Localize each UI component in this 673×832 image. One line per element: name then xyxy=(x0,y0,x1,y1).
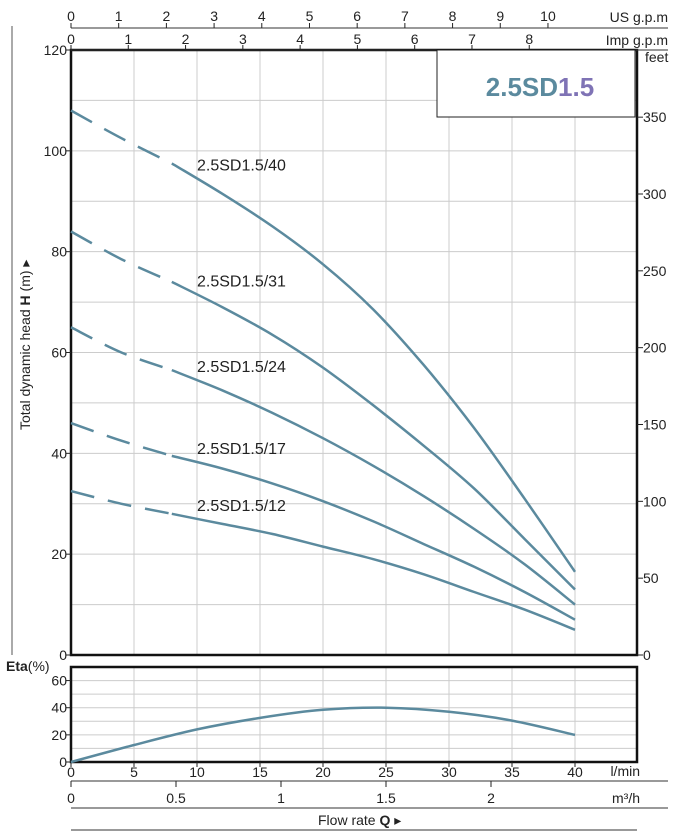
head-curve-dashed xyxy=(70,326,173,372)
imp-gpm-tick-label: 0 xyxy=(67,31,75,47)
lmin-tick-label: 35 xyxy=(504,764,520,780)
feet-tick-label: 100 xyxy=(643,493,667,509)
feet-tick-label: 300 xyxy=(643,186,667,202)
head-tick-label: 20 xyxy=(51,546,67,562)
eta-axis-title-unit: (%) xyxy=(28,658,50,674)
lmin-tick-label: 10 xyxy=(189,764,205,780)
feet-tick-label: 350 xyxy=(643,109,667,125)
feet-tick-label: 50 xyxy=(643,570,659,586)
head-tick-label: 120 xyxy=(44,42,68,58)
head-axis-title-unit: (m) xyxy=(17,270,33,291)
us-gpm-tick-label: 10 xyxy=(540,8,556,24)
head-curve-dashed xyxy=(70,109,173,165)
head-curve-dashed xyxy=(70,421,173,458)
imp-gpm-tick-label: 7 xyxy=(468,31,476,47)
us-gpm-tick-label: 2 xyxy=(162,8,170,24)
head-tick-label: 60 xyxy=(51,345,67,361)
flow-rate-title: Flow rate Q ▸ xyxy=(318,812,401,828)
eta-tick-label: 60 xyxy=(51,673,67,689)
head-curve-dashed xyxy=(70,489,173,516)
imp-gpm-tick-label: 4 xyxy=(296,31,304,47)
lmin-tick-label: 25 xyxy=(378,764,394,780)
us-gpm-tick-label: 5 xyxy=(306,8,314,24)
imp-gpm-tick-label: 8 xyxy=(525,31,533,47)
lmin-tick-label: 40 xyxy=(567,764,583,780)
us-gpm-unit: US g.p.m xyxy=(610,9,668,25)
us-gpm-tick-label: 0 xyxy=(67,8,75,24)
eta-axis-title-symbol: Eta xyxy=(6,658,28,674)
curve-label-layer: 2.5SD1.5/40 2.5SD1.5/31 2.5SD1.5/24 2.5SD1.… xyxy=(197,158,286,515)
model-badge-text: 2.5SD1.5 xyxy=(486,72,594,102)
head-tick-label: 80 xyxy=(51,244,67,260)
curve-label: 2.5SD1.5/40 xyxy=(197,158,286,175)
model-badge-accent: 1.5 xyxy=(558,72,594,102)
head-curve xyxy=(171,368,576,606)
head-axis-title-symbol: H xyxy=(17,295,33,305)
eta-tick-label: 40 xyxy=(51,700,67,716)
curve-layer xyxy=(70,109,577,764)
m3h-tick-label: 2 xyxy=(487,790,495,806)
lmin-tick-label: 20 xyxy=(315,764,331,780)
imp-gpm-tick-label: 3 xyxy=(239,31,247,47)
m3h-tick-label: 1 xyxy=(277,790,285,806)
head-curve xyxy=(171,512,576,631)
imp-gpm-tick-label: 1 xyxy=(124,31,132,47)
m3h-tick-label: 0.5 xyxy=(166,790,186,806)
lmin-tick-label: 15 xyxy=(252,764,268,780)
us-gpm-tick-label: 1 xyxy=(115,8,123,24)
us-gpm-tick-label: 4 xyxy=(258,8,266,24)
head-tick-label: 0 xyxy=(59,647,67,663)
efficiency-curve xyxy=(70,706,576,764)
us-gpm-tick-label: 7 xyxy=(401,8,409,24)
eta-tick-label: 0 xyxy=(59,754,67,770)
lmin-tick-label: 30 xyxy=(441,764,457,780)
flow-rate-title-symbol: Q xyxy=(379,812,390,828)
imp-gpm-tick-label: 6 xyxy=(411,31,419,47)
head-tick-label: 100 xyxy=(44,143,68,159)
imp-gpm-tick-label: 2 xyxy=(182,31,190,47)
head-curve xyxy=(171,162,577,573)
curve-label: 2.5SD1.5/17 xyxy=(197,441,286,458)
curve-label: 2.5SD1.5/31 xyxy=(197,274,286,291)
lmin-tick-label: 5 xyxy=(130,764,138,780)
head-curve xyxy=(171,280,576,591)
model-badge-main: 2.5SD xyxy=(486,72,558,102)
feet-tick-label: 150 xyxy=(643,416,667,432)
eta-tick-label: 20 xyxy=(51,727,67,743)
flow-rate-title-text: Flow rate xyxy=(318,812,376,828)
head-axis-title: Total dynamic head H (m) ▸ xyxy=(17,260,33,430)
model-badge-box xyxy=(436,49,636,118)
head-tick-label: 40 xyxy=(51,445,67,461)
m3h-tick-label: 1.5 xyxy=(376,790,396,806)
eta-axis-title: Eta(%) xyxy=(6,658,50,674)
head-axis-title-prefix: Total dynamic head xyxy=(17,309,33,430)
m3h-tick-label: 0 xyxy=(67,790,75,806)
feet-tick-label: 200 xyxy=(643,340,667,356)
us-gpm-tick-label: 3 xyxy=(210,8,218,24)
us-gpm-tick-label: 8 xyxy=(449,8,457,24)
us-gpm-tick-label: 9 xyxy=(496,8,504,24)
eta-plot-frame xyxy=(69,665,639,764)
feet-tick-label: 0 xyxy=(643,647,651,663)
lmin-tick-label: 0 xyxy=(67,764,75,780)
lmin-unit: l/min xyxy=(610,763,640,779)
imp-gpm-unit: Imp g.p.m xyxy=(606,32,668,48)
curve-label: 2.5SD1.5/24 xyxy=(197,359,286,376)
feet-tick-label: 250 xyxy=(643,263,667,279)
model-badge: 2.5SD1.5 xyxy=(436,49,636,118)
m3h-unit: m³/h xyxy=(612,790,640,806)
curve-label: 2.5SD1.5/12 xyxy=(197,498,286,515)
frame-layer xyxy=(11,26,668,831)
tick-layer: 0204060801001200501001502002503003500204… xyxy=(44,8,667,806)
head-curve-dashed xyxy=(70,230,173,284)
feet-unit: feet xyxy=(645,49,668,65)
head-curve xyxy=(171,454,576,621)
imp-gpm-tick-label: 5 xyxy=(354,31,362,47)
us-gpm-tick-label: 6 xyxy=(353,8,361,24)
